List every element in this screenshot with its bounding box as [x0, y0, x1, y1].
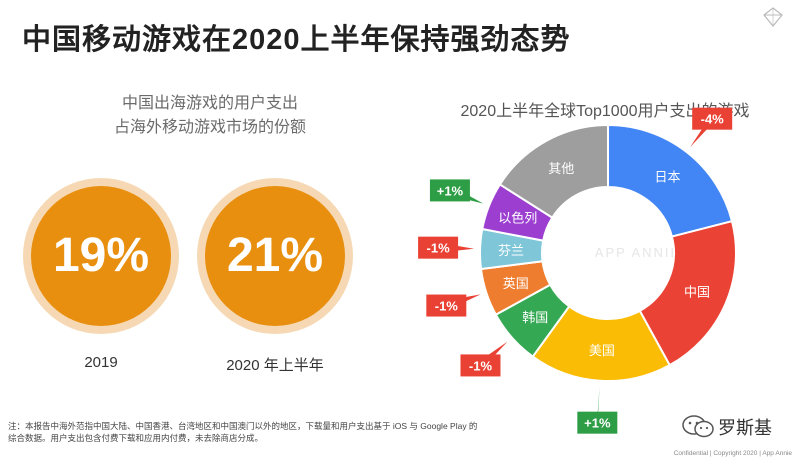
slice-label-5: 芬兰 [498, 243, 524, 258]
share-value-2019: 19% [52, 229, 150, 282]
change-badge-0: -4% [690, 107, 733, 148]
slice-label-6: 以色列 [498, 210, 537, 225]
wechat-account-name: 罗斯基 [718, 418, 772, 438]
watermark-text: APP ANNIE [595, 245, 681, 260]
change-badge-2: +1% [577, 386, 618, 434]
slice-label-4: 英国 [503, 276, 529, 291]
share-label-2019: 2019 [84, 354, 118, 371]
slice-label-2: 美国 [589, 343, 615, 358]
change-badge-text-3: -1% [469, 358, 493, 373]
change-badge-text-6: +1% [437, 183, 464, 198]
footnote-line1: 注：本报告中海外范指中国大陆、中国香港、台湾地区和中国澳门以外的地区，下载量和用… [8, 421, 478, 431]
change-badge-text-2: +1% [584, 416, 611, 431]
slice-label-7: 其他 [548, 161, 574, 176]
change-badge-5: -1% [418, 236, 475, 259]
diamond-logo-icon [763, 7, 783, 27]
share-subtitle-line1: 中国出海游戏的用户支出 [121, 95, 298, 112]
share-circle-2019: 19% [31, 186, 171, 326]
footnote: 注：本报告中海外范指中国大陆、中国香港、台湾地区和中国澳门以外的地区，下载量和用… [8, 420, 528, 444]
slice-label-0: 日本 [654, 169, 680, 184]
confidential-notice: Confidential | Copyright 2020 | App Anni… [673, 450, 792, 457]
slice-label-3: 韩国 [522, 310, 548, 325]
change-badge-text-0: -4% [701, 112, 725, 127]
share-value-2020h1: 21% [226, 229, 324, 282]
donut-slice-0 [607, 123, 734, 238]
donut-slice-7 [498, 123, 609, 220]
wechat-icon [682, 415, 714, 438]
slice-label-1: 中国 [684, 285, 710, 300]
change-badge-6: +1% [429, 179, 484, 204]
donut-slice-1 [638, 219, 737, 367]
change-badge-3: -1% [460, 341, 508, 377]
change-badge-text-4: -1% [435, 299, 459, 314]
footnote-line2: 综合数据。用户支出包含付费下载和应用内付费，未去除商店分成。 [8, 433, 264, 443]
page-title: 中国移动游戏在2020上半年保持强劲态势 [22, 24, 571, 56]
change-badge-4: -1% [426, 294, 481, 317]
share-label-2020h1: 2020 年上半年 [226, 357, 324, 374]
share-circle-2020h1: 21% [205, 186, 345, 326]
change-badge-text-5: -1% [427, 241, 451, 256]
chart-title: 2020上半年全球Top1000用户支出的游戏 [460, 103, 750, 120]
share-subtitle-line2: 占海外移动游戏市场的份额 [113, 119, 306, 136]
